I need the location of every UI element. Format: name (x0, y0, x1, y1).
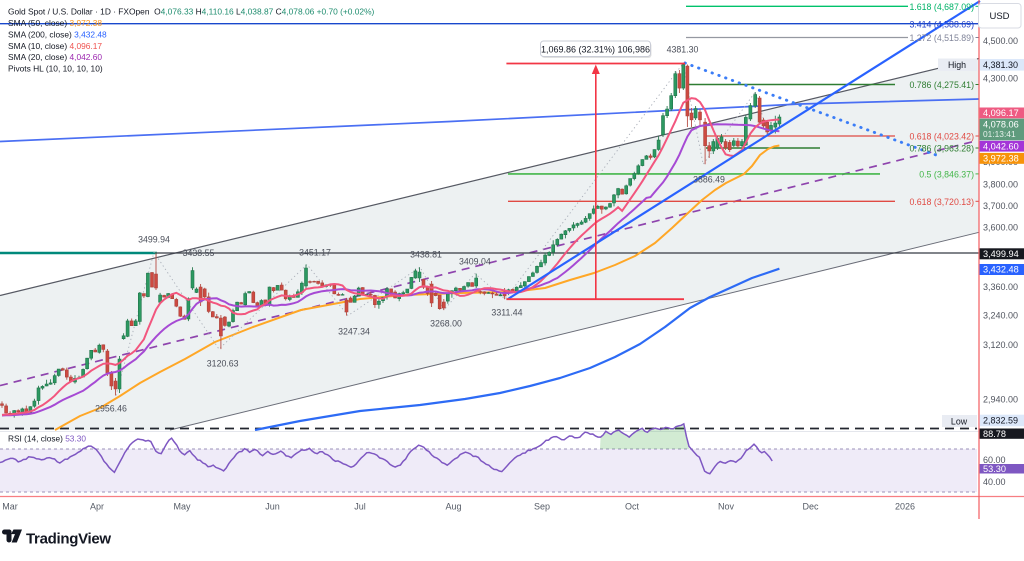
svg-text:3438.81: 3438.81 (410, 250, 442, 260)
svg-text:3247.34: 3247.34 (338, 327, 370, 337)
svg-text:Jun: Jun (265, 502, 280, 512)
svg-text:40.00: 40.00 (983, 477, 1006, 487)
svg-text:4,300.00: 4,300.00 (983, 74, 1018, 84)
svg-text:SMA (50, close) 3,972.38: SMA (50, close) 3,972.38 (8, 18, 102, 28)
svg-text:0.786 (3,963.28): 0.786 (3,963.28) (909, 144, 974, 154)
svg-text:3,360.00: 3,360.00 (983, 282, 1018, 292)
svg-text:4,500.00: 4,500.00 (983, 36, 1018, 46)
svg-text:Low: Low (951, 416, 968, 426)
svg-text:0.786 (4,275.41): 0.786 (4,275.41) (909, 80, 974, 90)
svg-text:2026: 2026 (895, 502, 915, 512)
svg-text:Jul: Jul (354, 502, 366, 512)
svg-text:2,832.59: 2,832.59 (983, 416, 1018, 426)
svg-text:Gold Spot / U.S. Dollar · 1D ·: Gold Spot / U.S. Dollar · 1D · FXOpen O4… (8, 7, 375, 17)
svg-text:Sep: Sep (534, 502, 550, 512)
svg-text:1,069.86 (32.31%) 106,986: 1,069.86 (32.31%) 106,986 (541, 44, 650, 54)
svg-text:RSI (14, close) 53.30: RSI (14, close) 53.30 (8, 434, 86, 444)
svg-text:Pivots HL (10, 10, 10, 10): Pivots HL (10, 10, 10, 10) (8, 64, 103, 74)
svg-text:01:13:41: 01:13:41 (983, 129, 1016, 139)
svg-text:3,700.00: 3,700.00 (983, 201, 1018, 211)
svg-text:4,096.17: 4,096.17 (983, 108, 1019, 118)
svg-text:3,499.94: 3,499.94 (983, 249, 1019, 259)
svg-text:USD: USD (989, 11, 1009, 22)
svg-text:3,432.48: 3,432.48 (983, 265, 1019, 275)
svg-text:1.272 (4,515.89): 1.272 (4,515.89) (909, 33, 974, 43)
svg-text:4381.30: 4381.30 (667, 45, 699, 55)
svg-text:3.414 (4,588.69): 3.414 (4,588.69) (909, 19, 974, 29)
svg-text:SMA (200, close) 3,432.48: SMA (200, close) 3,432.48 (8, 29, 107, 39)
svg-text:3409.04: 3409.04 (459, 257, 491, 267)
svg-text:4,381.30: 4,381.30 (983, 60, 1018, 70)
svg-text:Nov: Nov (718, 502, 735, 512)
svg-text:60.00: 60.00 (983, 455, 1006, 465)
svg-text:2,940.00: 2,940.00 (983, 395, 1018, 405)
svg-text:3,120.00: 3,120.00 (983, 340, 1018, 350)
svg-text:Oct: Oct (625, 502, 640, 512)
svg-text:4,042.60: 4,042.60 (983, 141, 1019, 151)
svg-text:0.618 (4,023.42): 0.618 (4,023.42) (909, 132, 974, 142)
svg-text:SMA (20, close) 4,042.60: SMA (20, close) 4,042.60 (8, 52, 102, 62)
svg-text:3,240.00: 3,240.00 (983, 311, 1018, 321)
svg-text:2956.46: 2956.46 (95, 404, 127, 414)
svg-text:3120.63: 3120.63 (207, 359, 239, 369)
svg-text:TradingView: TradingView (26, 531, 111, 548)
svg-text:3886.49: 3886.49 (693, 175, 725, 185)
svg-text:3,800.00: 3,800.00 (983, 180, 1018, 190)
svg-text:53.30: 53.30 (983, 464, 1006, 474)
svg-text:88.78: 88.78 (983, 429, 1006, 439)
svg-text:Aug: Aug (445, 502, 461, 512)
svg-text:0.5 (3,846.37): 0.5 (3,846.37) (919, 170, 974, 180)
svg-text:SMA (10, close) 4,096.17: SMA (10, close) 4,096.17 (8, 41, 102, 51)
svg-text:3438.55: 3438.55 (183, 248, 215, 258)
svg-text:Dec: Dec (802, 502, 819, 512)
svg-text:3451.17: 3451.17 (299, 248, 331, 258)
svg-text:May: May (173, 502, 191, 512)
svg-text:1.618 (4,687.09): 1.618 (4,687.09) (909, 2, 974, 12)
svg-text:4,078.06: 4,078.06 (983, 120, 1019, 130)
svg-text:3311.44: 3311.44 (491, 308, 522, 318)
svg-text:0.618 (3,720.13): 0.618 (3,720.13) (909, 197, 974, 207)
svg-text:3,972.38: 3,972.38 (983, 154, 1019, 164)
svg-text:3268.00: 3268.00 (430, 319, 462, 329)
svg-text:High: High (948, 60, 966, 70)
svg-text:Mar: Mar (2, 502, 18, 512)
svg-text:3499.94: 3499.94 (138, 235, 170, 245)
svg-text:3,600.00: 3,600.00 (983, 223, 1018, 233)
svg-text:Apr: Apr (90, 502, 104, 512)
